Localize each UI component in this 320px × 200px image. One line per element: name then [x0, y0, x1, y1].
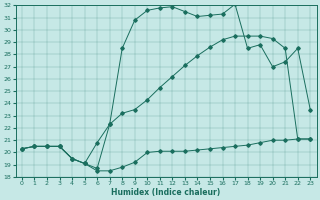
X-axis label: Humidex (Indice chaleur): Humidex (Indice chaleur) [111, 188, 221, 197]
